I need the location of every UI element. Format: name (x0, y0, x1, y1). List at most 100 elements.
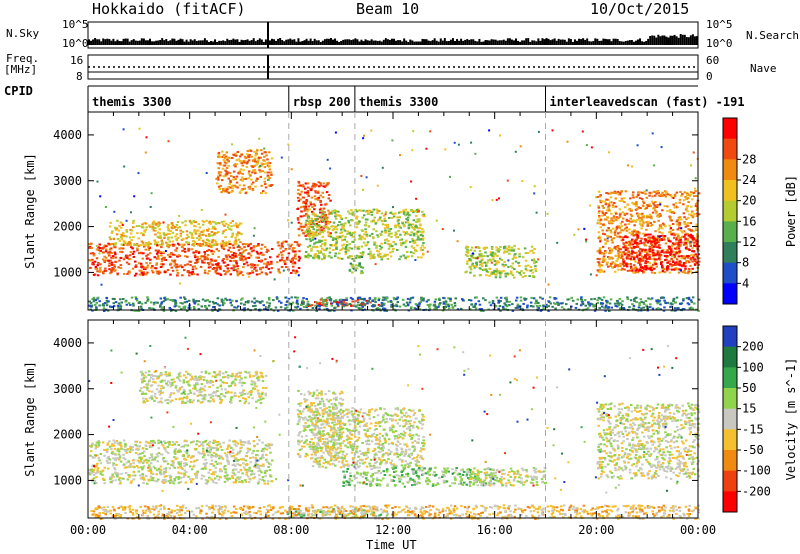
heatmap-cell (474, 246, 477, 249)
heatmap-cell (599, 194, 602, 197)
heatmap-cell (412, 234, 416, 237)
heatmap-cell (541, 297, 544, 300)
heatmap-cell (169, 262, 173, 265)
heatmap-cell (453, 141, 456, 144)
heatmap-cell (402, 303, 406, 306)
noise-series (88, 22, 698, 48)
heatmap-cell (333, 309, 336, 312)
heatmap-cell (153, 221, 156, 224)
heatmap-cell (658, 231, 661, 234)
heatmap-cell (244, 257, 248, 260)
heatmap-cell (175, 239, 179, 242)
heatmap-cell (98, 441, 101, 444)
heatmap-cell (225, 476, 228, 479)
heatmap-cell (261, 163, 264, 166)
heatmap-cell (695, 205, 699, 208)
heatmap-cell (623, 245, 627, 248)
heatmap-cell (336, 214, 339, 217)
heatmap-cell (114, 253, 117, 256)
heatmap-cell (652, 258, 655, 261)
heatmap-cell (192, 243, 196, 246)
heatmap-cell (384, 239, 387, 242)
heatmap-cell (219, 163, 222, 166)
heatmap-cell (411, 237, 414, 240)
heatmap-cell (210, 456, 213, 459)
heatmap-cell (397, 229, 400, 232)
heatmap-cell (171, 253, 175, 256)
heatmap-cell (104, 269, 108, 272)
heatmap-cell (214, 460, 217, 463)
heatmap-cell (163, 256, 166, 259)
heatmap-cell (249, 461, 252, 464)
heatmap-cell (346, 232, 349, 235)
heatmap-cell (217, 265, 220, 268)
heatmap-cell (306, 225, 309, 228)
heatmap-cell (469, 299, 473, 302)
heatmap-cell (610, 219, 613, 222)
heatmap-cell (589, 302, 592, 305)
heatmap-cell (606, 198, 610, 201)
heatmap-cell (119, 305, 123, 308)
heatmap-cell (673, 262, 677, 265)
heatmap-cell (355, 221, 358, 224)
heatmap-cell (636, 236, 639, 239)
heatmap-cell (355, 210, 359, 213)
heatmap-cell (296, 299, 299, 302)
heatmap-cell (302, 184, 304, 186)
heatmap-cell (164, 478, 167, 481)
heatmap-cell (360, 238, 363, 241)
heatmap-cell (609, 196, 613, 199)
heatmap-cell (517, 247, 520, 250)
heatmap-cell (171, 441, 175, 444)
heatmap-cell (502, 265, 506, 268)
heatmap-cell (210, 231, 214, 233)
heatmap-cell (134, 440, 137, 443)
heatmap-cell (138, 252, 141, 255)
heatmap-cell (659, 308, 662, 311)
heatmap-cell (89, 445, 92, 447)
heatmap-cell (98, 243, 101, 246)
heatmap-cell (342, 227, 345, 230)
heatmap-cell (260, 184, 263, 187)
heatmap-cell (232, 451, 235, 454)
heatmap-cell (687, 234, 690, 237)
heatmap-cell (99, 472, 103, 475)
heatmap-cell (583, 299, 587, 302)
heatmap-cell (255, 163, 258, 166)
heatmap-cell (486, 261, 489, 264)
heatmap-cell (498, 197, 500, 200)
heatmap-cell (633, 300, 636, 303)
heatmap-cell (648, 245, 652, 248)
heatmap-cell (630, 233, 634, 236)
heatmap-cell (380, 212, 384, 215)
heatmap-cell (512, 248, 516, 251)
heatmap-cell (683, 223, 686, 226)
heatmap-cell (215, 222, 218, 225)
heatmap-cell (511, 262, 515, 265)
heatmap-cell (362, 137, 365, 140)
heatmap-cell (198, 243, 201, 246)
heatmap-cell (345, 297, 348, 300)
heatmap-cell (152, 303, 156, 306)
heatmap-cell (614, 248, 618, 251)
heatmap-cell (240, 255, 243, 258)
heatmap-cell (415, 197, 418, 200)
heatmap-cell (646, 214, 649, 217)
heatmap-cell (368, 209, 372, 212)
heatmap-cell (101, 258, 105, 261)
heatmap-cell (618, 208, 622, 211)
heatmap-cell (129, 446, 132, 449)
heatmap-cell (653, 206, 656, 209)
heatmap-cell (335, 225, 338, 228)
heatmap-cell (200, 233, 204, 236)
heatmap-cell (296, 305, 300, 308)
heatmap-cell (132, 304, 135, 307)
heatmap-cell (305, 200, 309, 203)
heatmap-cell (351, 219, 354, 222)
heatmap-cell (222, 220, 226, 223)
heatmap-cell (695, 195, 698, 197)
heatmap-cell (183, 301, 187, 304)
heatmap-cell (668, 260, 671, 263)
heatmap-cell (418, 230, 422, 233)
